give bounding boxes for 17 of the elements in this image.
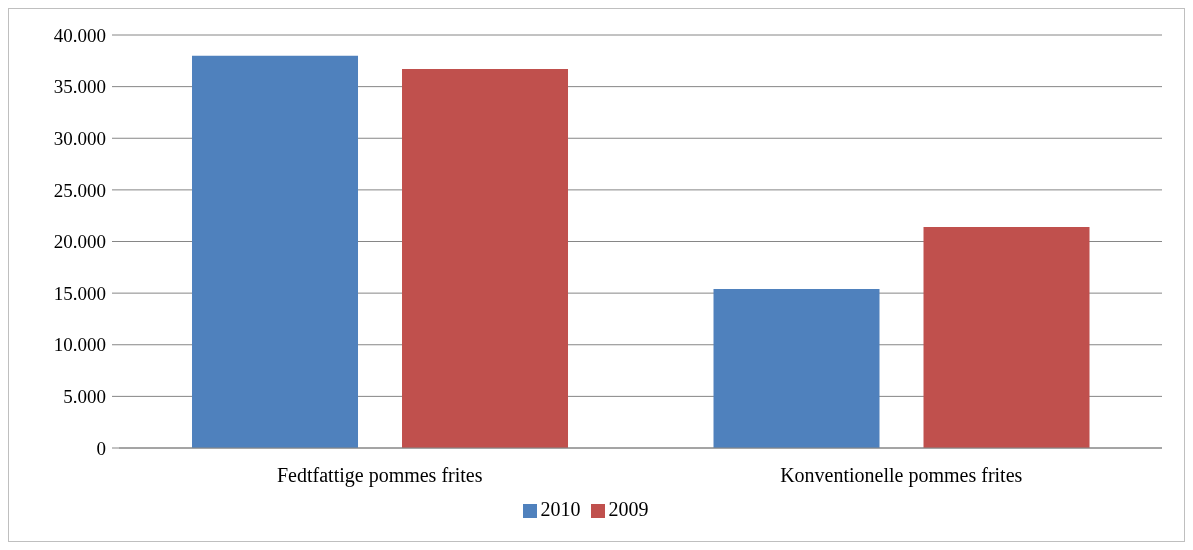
y-tick-label: 15.000 [53,282,106,304]
y-tick-label: 35.000 [53,76,106,98]
y-tick-label: 5.000 [63,386,106,408]
bar [402,69,569,448]
legend-label: 2009 [608,498,649,520]
y-tick-label: 10.000 [53,334,106,356]
bar [713,289,880,448]
y-tick-label: 0 [96,437,106,459]
y-tick-label: 40.000 [53,24,106,46]
bar [192,55,359,448]
y-tick-label: 25.000 [53,179,106,201]
bar [923,227,1090,448]
y-tick-label: 20.000 [53,231,106,253]
x-tick-label: Fedtfattige pommes frites [276,464,483,488]
x-tick-label: Konventionelle pommes frites [780,464,1023,488]
legend-label: 2010 [540,498,581,520]
y-tick-label: 30.000 [53,127,106,149]
